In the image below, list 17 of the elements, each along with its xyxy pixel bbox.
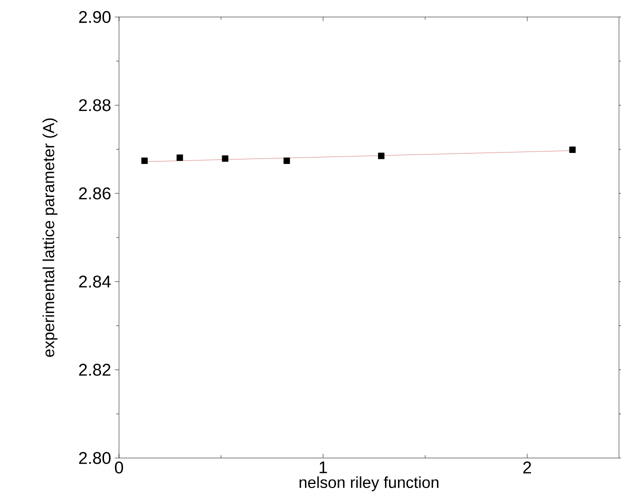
y-tick-label: 2.82 <box>79 364 110 376</box>
point <box>378 152 384 160</box>
x-tick-label: 1 <box>320 462 327 474</box>
point <box>284 158 290 164</box>
y-tick-label: 2.88 <box>79 99 110 112</box>
y-tick-label: 2.90 <box>79 10 111 23</box>
point <box>222 155 228 162</box>
x-tick-label: 0 <box>114 462 124 474</box>
x-tick-label: 2 <box>523 462 532 474</box>
y-tick-label: 2.80 <box>79 452 111 464</box>
point <box>569 146 576 153</box>
y-axis-title: experimental lattice parameter (A) <box>42 118 58 357</box>
point <box>176 154 184 161</box>
point <box>141 158 148 164</box>
y-tick-label: 2.86 <box>79 187 110 200</box>
x-axis-title: nelson riley function <box>300 476 438 492</box>
y-tick-label: 2.84 <box>79 276 111 288</box>
